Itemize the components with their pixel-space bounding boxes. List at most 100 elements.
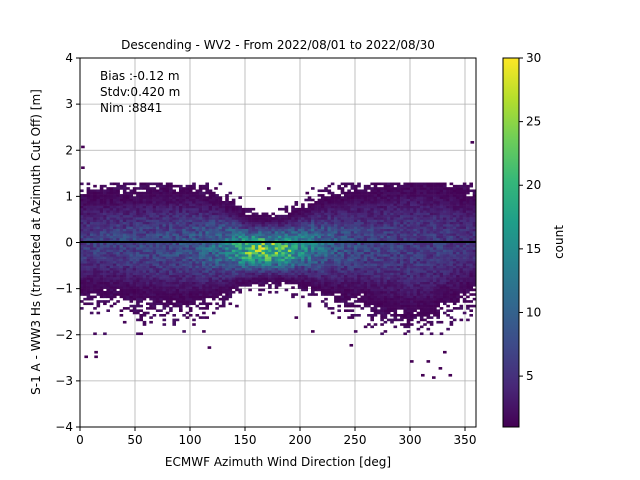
heatmap-cell	[386, 247, 391, 250]
heatmap-cell	[324, 249, 328, 253]
heatmap-cell	[231, 200, 236, 204]
heatmap-cell	[129, 203, 134, 206]
heatmap-cell	[198, 230, 203, 234]
heatmap-cell	[136, 284, 140, 287]
heatmap-cell	[367, 293, 371, 296]
heatmap-cell	[320, 267, 325, 271]
heatmap-cell	[357, 256, 361, 259]
heatmap-cell	[353, 237, 358, 241]
heatmap-cell	[278, 226, 282, 229]
heatmap-cell	[126, 233, 130, 236]
heatmap-cell	[122, 207, 127, 211]
heatmap-cell	[344, 203, 348, 206]
heatmap-cell	[192, 187, 196, 190]
heatmap-cell	[311, 290, 315, 294]
heatmap-cell	[400, 288, 404, 292]
heatmap-cell	[386, 302, 391, 306]
heatmap-cell	[383, 311, 388, 315]
heatmap-cell	[393, 297, 398, 301]
heatmap-cell	[155, 270, 160, 273]
heatmap-cell	[317, 265, 322, 269]
heatmap-cell	[330, 288, 335, 292]
heatmap-cell	[235, 256, 239, 259]
heatmap-cell	[192, 235, 196, 239]
heatmap-cell	[390, 265, 394, 269]
heatmap-cell	[363, 254, 368, 257]
heatmap-cell	[122, 200, 127, 204]
heatmap-cell	[410, 194, 414, 197]
heatmap-cell	[159, 205, 163, 209]
heatmap-cell	[202, 235, 206, 239]
heatmap-cell	[304, 254, 308, 257]
heatmap-cell	[377, 251, 381, 255]
heatmap-cell	[370, 237, 374, 241]
heatmap-cell	[182, 219, 186, 223]
heatmap-cell	[248, 237, 252, 241]
heatmap-cell	[172, 184, 176, 188]
heatmap-cell	[363, 224, 368, 227]
heatmap-cell	[212, 210, 216, 213]
heatmap-cell	[86, 254, 91, 257]
heatmap-cell	[152, 182, 157, 186]
heatmap-cell	[410, 256, 414, 259]
heatmap-cell	[172, 272, 176, 276]
heatmap-cell	[410, 247, 414, 250]
heatmap-cell	[373, 323, 378, 326]
heatmap-cell	[410, 316, 414, 319]
heatmap-cell	[400, 217, 404, 220]
heatmap-cell	[304, 284, 308, 287]
heatmap-cell	[320, 290, 325, 294]
heatmap-cell	[320, 251, 325, 255]
heatmap-cell	[320, 247, 325, 250]
heatmap-cell	[113, 277, 117, 280]
heatmap-cell	[334, 221, 338, 225]
heatmap-cell	[139, 286, 143, 289]
heatmap-cell	[258, 284, 262, 287]
heatmap-cell	[373, 309, 378, 312]
heatmap-cell	[314, 281, 318, 285]
heatmap-cell	[179, 194, 183, 197]
heatmap-cell	[96, 270, 101, 273]
heatmap-cell	[347, 316, 351, 319]
heatmap-cell	[136, 251, 140, 255]
heatmap-cell	[99, 191, 104, 195]
heatmap-cell	[221, 203, 226, 206]
heatmap-cell	[390, 272, 394, 276]
heatmap-cell	[155, 309, 160, 312]
heatmap-cell	[284, 256, 289, 259]
heatmap-cell	[241, 249, 246, 253]
heatmap-cell	[327, 200, 332, 204]
heatmap-cell	[307, 228, 312, 232]
heatmap-cell	[231, 272, 236, 276]
heatmap-cell	[291, 237, 295, 241]
heatmap-cell	[192, 207, 196, 211]
heatmap-cell	[146, 226, 150, 229]
heatmap-cell	[291, 251, 295, 255]
heatmap-cell	[301, 221, 305, 225]
heatmap-cell	[113, 191, 117, 195]
heatmap-cell	[109, 251, 114, 255]
heatmap-cell	[225, 256, 229, 259]
heatmap-cell	[205, 203, 209, 206]
heatmap-cell	[99, 256, 104, 259]
heatmap-cell	[152, 191, 157, 195]
heatmap-cell	[284, 277, 289, 280]
heatmap-cell	[314, 265, 318, 269]
heatmap-cell	[162, 295, 167, 299]
heatmap-cell	[377, 270, 381, 273]
heatmap-cell	[149, 194, 153, 197]
heatmap-cell	[390, 237, 394, 241]
heatmap-cell	[268, 217, 272, 220]
heatmap-cell	[254, 228, 259, 232]
heatmap-cell	[212, 258, 216, 262]
heatmap-cell	[142, 184, 147, 188]
heatmap-cell	[416, 235, 421, 239]
heatmap-cell	[122, 295, 127, 299]
heatmap-cell	[314, 200, 318, 204]
heatmap-cell	[380, 203, 384, 206]
heatmap-cell	[122, 277, 127, 280]
heatmap-cell	[350, 214, 355, 218]
heatmap-cell	[83, 249, 87, 253]
heatmap-cell	[159, 224, 163, 227]
heatmap-cell	[96, 242, 101, 246]
